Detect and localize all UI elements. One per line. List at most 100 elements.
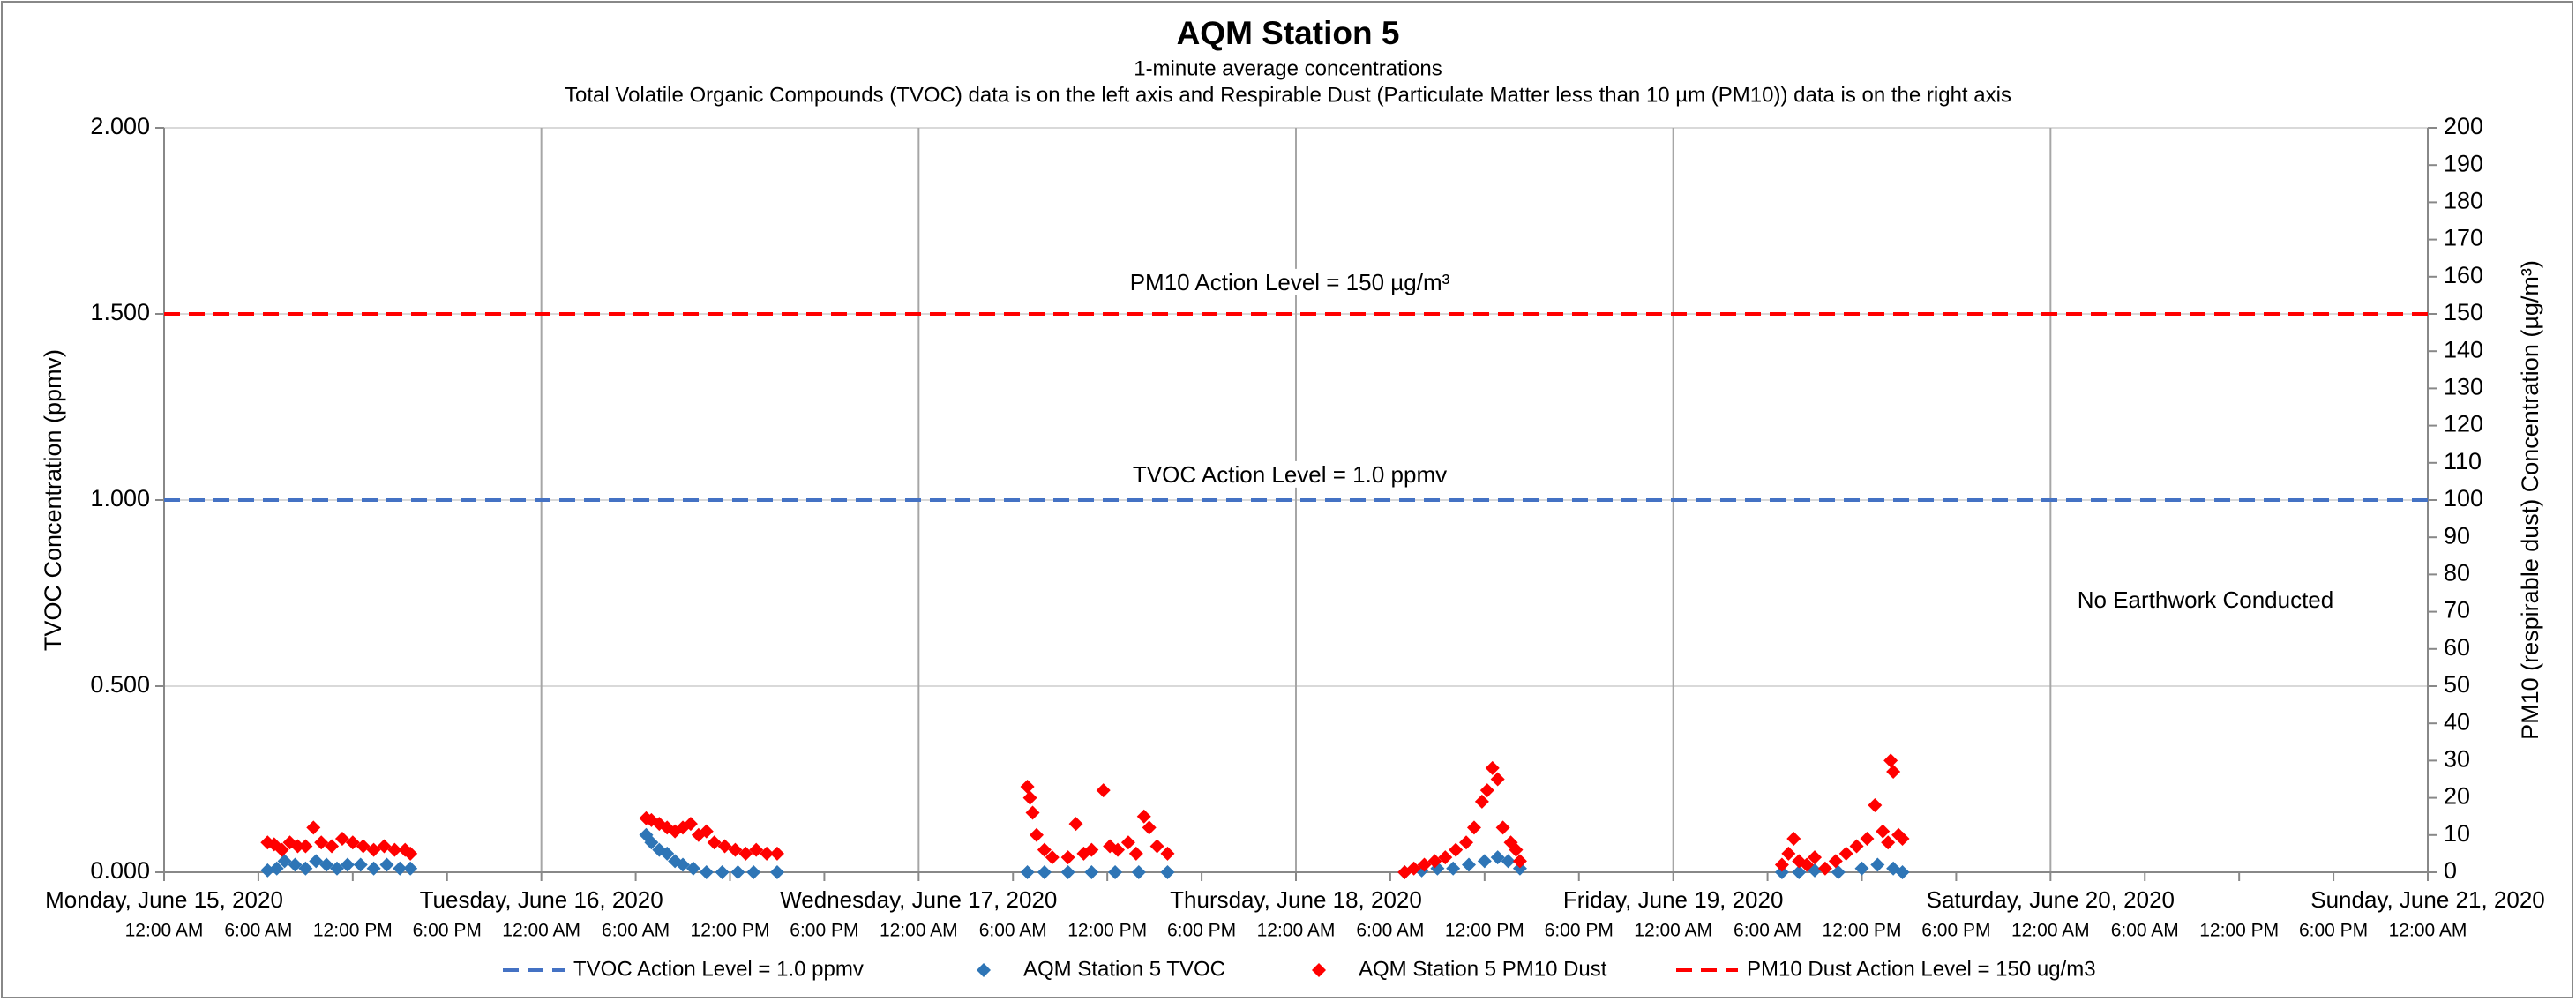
x-tick-label: 12:00 AM bbox=[2389, 921, 2467, 941]
data-point bbox=[1490, 772, 1505, 787]
x-tick-label: 6:00 PM bbox=[1921, 921, 1990, 941]
data-point bbox=[1446, 861, 1461, 876]
data-point bbox=[403, 861, 418, 876]
y2-tick-label: 20 bbox=[2444, 783, 2470, 810]
x-tick-label: 6:00 AM bbox=[1356, 921, 1424, 941]
data-point bbox=[1870, 857, 1885, 872]
data-point bbox=[1485, 760, 1500, 775]
data-point bbox=[269, 861, 284, 876]
x-tick-label: 6:00 AM bbox=[2111, 921, 2179, 941]
x-day-label: Monday, June 15, 2020 bbox=[45, 886, 283, 913]
data-point bbox=[298, 839, 313, 854]
data-point bbox=[760, 846, 775, 861]
x-tick-label: 12:00 PM bbox=[691, 921, 770, 941]
x-day-label: Friday, June 19, 2020 bbox=[1563, 886, 1784, 913]
data-point bbox=[1160, 846, 1175, 861]
x-tick-label: 6:00 PM bbox=[1167, 921, 1236, 941]
data-point bbox=[290, 839, 305, 854]
y2-tick-label: 30 bbox=[2444, 746, 2470, 773]
y2-tick-label: 180 bbox=[2444, 188, 2483, 214]
x-tick-label: 6:00 PM bbox=[1545, 921, 1614, 941]
data-point bbox=[309, 854, 324, 869]
data-point bbox=[1786, 832, 1801, 847]
data-point bbox=[1883, 753, 1898, 768]
legend-label: AQM Station 5 TVOC bbox=[1023, 957, 1225, 981]
data-point bbox=[1020, 779, 1035, 794]
data-point bbox=[334, 832, 349, 847]
y2-tick-label: 100 bbox=[2444, 485, 2483, 512]
data-point bbox=[1854, 861, 1869, 876]
data-point bbox=[1477, 854, 1492, 869]
data-point bbox=[1149, 839, 1164, 854]
data-point bbox=[1860, 832, 1875, 847]
data-point bbox=[1817, 861, 1832, 876]
data-point bbox=[319, 857, 334, 872]
y2-axis-title: PM10 (respirable dust) Concentration (µg… bbox=[2517, 260, 2543, 740]
y2-tick-label: 60 bbox=[2444, 634, 2470, 661]
x-tick-label: 12:00 PM bbox=[1823, 921, 1902, 941]
data-point bbox=[707, 835, 722, 850]
y-tick-label: 1.000 bbox=[90, 485, 150, 512]
data-point bbox=[403, 846, 418, 861]
x-day-label: Saturday, June 20, 2020 bbox=[1927, 886, 2175, 913]
data-point bbox=[644, 835, 659, 850]
data-point bbox=[715, 865, 730, 879]
data-point bbox=[356, 839, 371, 854]
x-tick-label: 6:00 PM bbox=[413, 921, 482, 941]
x-day-label: Sunday, June 21, 2020 bbox=[2310, 886, 2545, 913]
data-point bbox=[1838, 846, 1853, 861]
data-point bbox=[288, 857, 303, 872]
data-point bbox=[746, 865, 761, 879]
x-tick-label: 12:00 AM bbox=[502, 921, 580, 941]
annotation: TVOC Action Level = 1.0 ppmv bbox=[1133, 461, 1447, 488]
x-tick-label: 6:00 AM bbox=[224, 921, 292, 941]
data-point bbox=[393, 861, 408, 876]
y2-tick-label: 130 bbox=[2444, 374, 2483, 400]
data-point bbox=[1512, 854, 1527, 869]
data-point bbox=[1136, 809, 1151, 824]
data-point bbox=[1060, 865, 1075, 879]
y2-tick-label: 120 bbox=[2444, 411, 2483, 437]
data-point bbox=[1025, 805, 1040, 820]
y2-tick-label: 140 bbox=[2444, 336, 2483, 362]
y2-tick-label: 170 bbox=[2444, 225, 2483, 251]
data-point bbox=[1037, 842, 1052, 857]
y2-tick-label: 80 bbox=[2444, 560, 2470, 586]
data-point bbox=[1800, 857, 1815, 872]
x-tick-label: 12:00 AM bbox=[1257, 921, 1336, 941]
data-point bbox=[277, 854, 292, 869]
x-tick-label: 6:00 PM bbox=[2299, 921, 2368, 941]
x-tick-label: 12:00 AM bbox=[125, 921, 204, 941]
y-tick-label: 0.500 bbox=[90, 671, 150, 698]
data-point bbox=[274, 842, 289, 857]
data-point bbox=[260, 863, 275, 878]
data-point bbox=[1886, 765, 1901, 780]
data-point bbox=[1020, 865, 1035, 879]
data-point bbox=[1417, 857, 1432, 872]
data-point bbox=[340, 857, 355, 872]
x-day-label: Tuesday, June 16, 2020 bbox=[420, 886, 663, 913]
y2-tick-label: 70 bbox=[2444, 597, 2470, 624]
data-point bbox=[1808, 850, 1823, 865]
data-point bbox=[1060, 850, 1075, 865]
x-day-label: Thursday, June 18, 2020 bbox=[1170, 886, 1422, 913]
data-point bbox=[1831, 865, 1846, 879]
data-point bbox=[685, 861, 700, 876]
data-point bbox=[1828, 854, 1843, 869]
data-point bbox=[330, 861, 345, 876]
data-point bbox=[1849, 839, 1864, 854]
y-tick-label: 1.500 bbox=[90, 299, 150, 325]
data-point bbox=[1512, 861, 1527, 876]
data-point bbox=[1128, 846, 1143, 861]
data-point bbox=[1084, 842, 1099, 857]
data-point bbox=[1111, 842, 1126, 857]
x-tick-label: 12:00 AM bbox=[1634, 921, 1712, 941]
y2-tick-label: 110 bbox=[2444, 448, 2482, 474]
data-point bbox=[1160, 865, 1175, 879]
data-point bbox=[387, 842, 402, 857]
data-point bbox=[717, 839, 732, 854]
data-point bbox=[676, 857, 691, 872]
data-point bbox=[1895, 832, 1910, 847]
x-tick-label: 6:00 AM bbox=[979, 921, 1047, 941]
